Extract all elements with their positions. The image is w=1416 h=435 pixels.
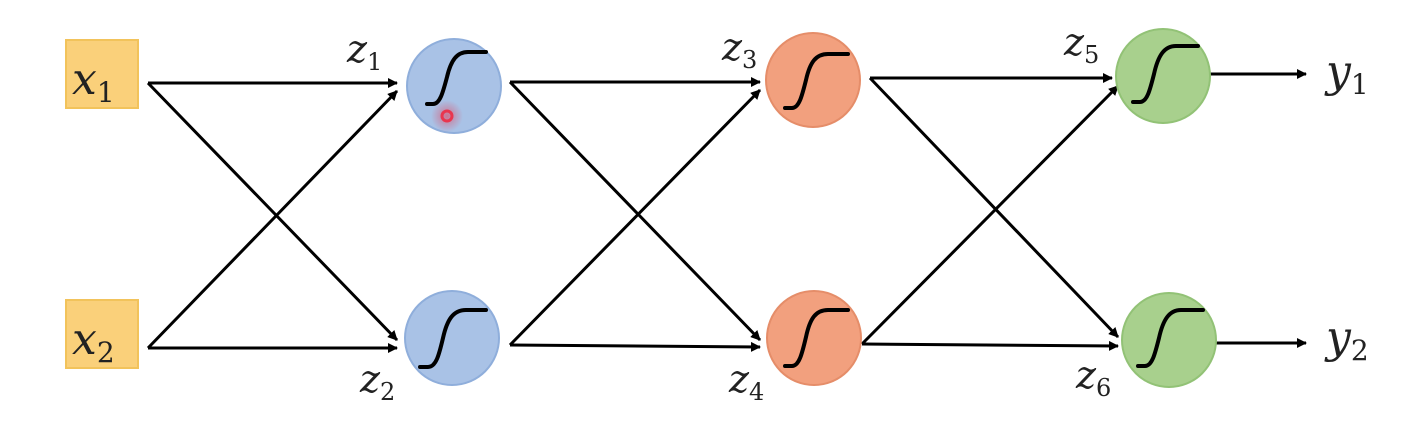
- input-node-x2: x2: [65, 299, 139, 369]
- edge-z4-z6: [861, 340, 1119, 351]
- label-y2: y2: [1324, 312, 1369, 367]
- connections-input-to-layer1: [146, 78, 399, 353]
- input-x1-var: x: [72, 54, 97, 105]
- sigmoid-curve-icon: [425, 50, 488, 106]
- label-z4: z4: [728, 357, 764, 406]
- label-z2: z2: [359, 357, 395, 406]
- input-node-x1: x1: [65, 39, 139, 109]
- svg-text:x2: x2: [72, 314, 115, 369]
- input-x2-var: x: [72, 314, 97, 365]
- neuron-z5: [1115, 28, 1211, 124]
- svg-text:x1: x1: [72, 54, 115, 109]
- neuron-z4: [766, 290, 862, 386]
- sigmoid-curve-icon: [418, 308, 488, 369]
- input-x1-sub: 1: [97, 76, 115, 109]
- label-z5: z5: [1063, 20, 1099, 69]
- sigmoid-curve-icon: [783, 52, 850, 110]
- cursor-indicator: [431, 100, 463, 132]
- connections-layer3-to-output: [1210, 69, 1307, 348]
- label-z6: z6: [1075, 353, 1111, 402]
- edge-z2-z4: [509, 341, 761, 352]
- edge-z4-z5: [860, 84, 1120, 346]
- neuron-z3: [765, 32, 861, 128]
- input-x2-sub: 2: [97, 336, 115, 369]
- neuron-z1: [406, 38, 502, 134]
- edge-z1-z4: [508, 80, 762, 342]
- edge-z3-z6: [868, 76, 1120, 339]
- sigmoid-curve-icon: [1131, 44, 1200, 104]
- neuron-z2: [404, 290, 500, 386]
- edge-z2-z3: [508, 88, 762, 347]
- label-z3: z3: [721, 25, 757, 74]
- edge-x1-z2: [146, 81, 399, 342]
- sigmoid-curve-icon: [783, 308, 850, 368]
- connections-layer1-to-layer2: [508, 77, 762, 352]
- neuron-z6: [1121, 292, 1217, 388]
- connections-layer2-to-layer3: [860, 73, 1120, 351]
- edge-x2-z1: [146, 89, 399, 350]
- label-z1: z1: [346, 27, 382, 76]
- label-y1: y1: [1324, 46, 1369, 101]
- sigmoid-curve-icon: [1136, 308, 1205, 368]
